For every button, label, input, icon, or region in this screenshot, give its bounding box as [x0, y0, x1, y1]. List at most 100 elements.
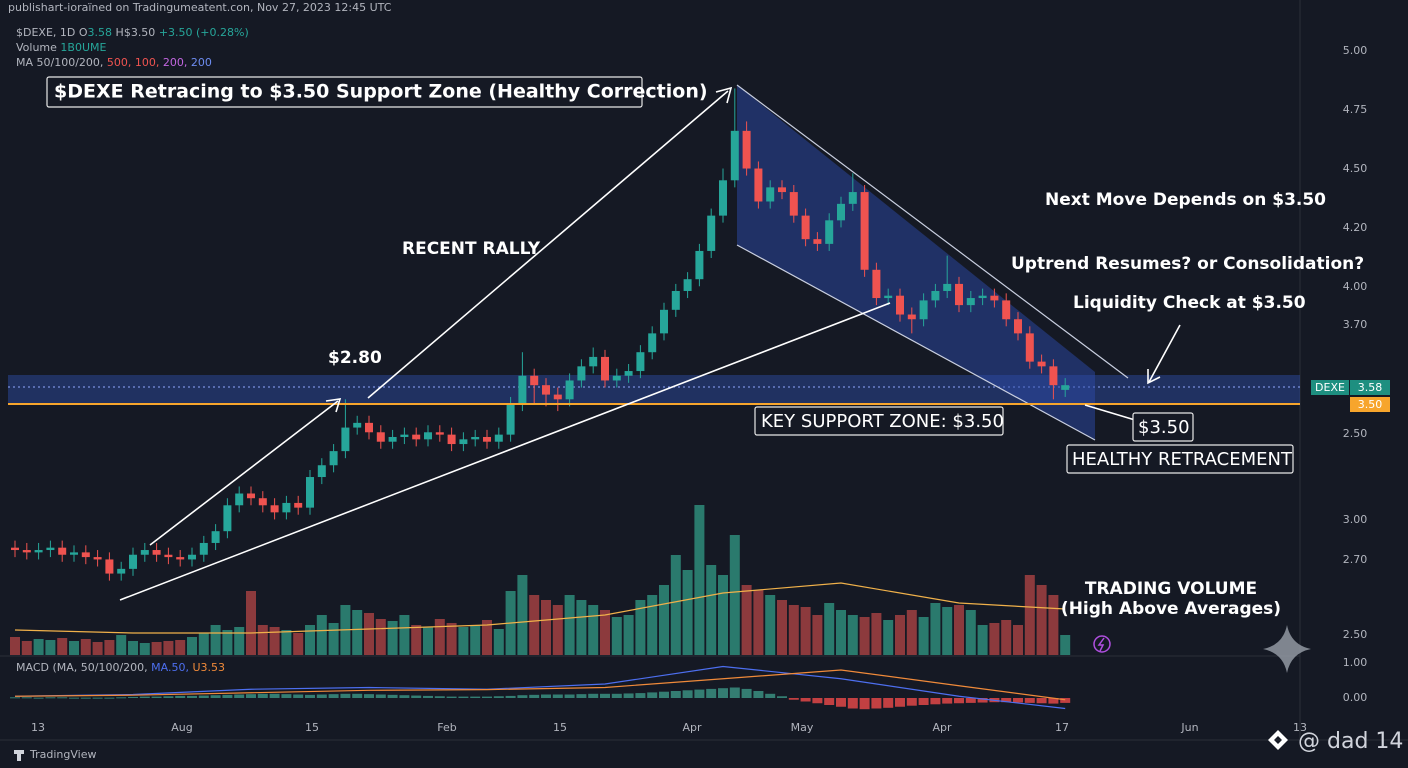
macd-hist	[222, 694, 233, 698]
macd-hist	[729, 687, 740, 698]
macd	[10, 665, 1071, 710]
macd-hist	[529, 694, 540, 698]
volume-bar	[930, 603, 941, 655]
candle-body	[671, 290, 680, 310]
annotation: Next Move Depends on $3.50	[1045, 190, 1326, 210]
volume-bar	[670, 555, 681, 655]
macd-hist	[517, 695, 528, 698]
candle-body	[919, 300, 928, 320]
volume-bar	[977, 625, 988, 655]
watermark-logo	[1268, 730, 1288, 750]
macd-hist	[859, 698, 870, 710]
macd-hist	[647, 692, 658, 698]
time-axis-label: 15	[305, 721, 319, 734]
alert-icon[interactable]	[1093, 635, 1111, 653]
candle-body	[955, 283, 963, 306]
candle-body	[483, 436, 491, 442]
macd-hist	[210, 695, 221, 698]
candle-body	[707, 215, 716, 251]
candle-body	[152, 550, 161, 555]
macd-hist	[635, 693, 646, 698]
candle-body	[530, 375, 539, 386]
macd-hist	[1048, 698, 1059, 704]
volume-bar	[364, 613, 374, 655]
macd-hist	[92, 697, 103, 699]
candle-body	[730, 130, 739, 181]
volume-bar	[281, 630, 292, 655]
title-box	[46, 76, 643, 108]
macd-line	[14, 669, 1066, 701]
volume-bar	[588, 605, 599, 655]
price-axis-label: 2.50	[1343, 628, 1368, 641]
volume-bar	[116, 635, 127, 655]
candle-body	[70, 552, 78, 555]
chart-title: $DEXE Retracing to $3.50 Support Zone (H…	[54, 81, 708, 103]
legend-o-value: 3.58	[88, 26, 113, 39]
annotation: $3.50	[1138, 417, 1190, 438]
legend-ma-value: 200,	[163, 56, 188, 69]
macd-value: MA.50,	[151, 661, 189, 674]
volume-bar	[57, 638, 68, 655]
healthy-box	[1066, 444, 1294, 474]
macd-hist	[541, 694, 551, 698]
volume-bar	[80, 639, 91, 655]
macd-hist	[257, 693, 268, 698]
volume-bar	[529, 595, 540, 655]
volume-bar	[1024, 575, 1035, 655]
candle-body	[388, 436, 397, 442]
volume-bar	[859, 617, 870, 655]
macd-hist	[942, 698, 953, 704]
candle-body	[553, 394, 562, 400]
volume-bar	[269, 627, 280, 655]
macd-hist	[1060, 698, 1071, 703]
macd-hist	[434, 696, 445, 698]
legend-volume: Volume	[16, 41, 57, 54]
time-axis-label: Feb	[437, 721, 456, 734]
candle-body	[270, 505, 279, 513]
volume-bar	[375, 619, 386, 655]
annotation: $2.80	[328, 348, 382, 368]
macd-hist	[458, 696, 469, 698]
macd-value: U3.53	[192, 661, 225, 674]
price-axis-label: 1.00	[1343, 656, 1368, 669]
candle-body	[365, 422, 373, 433]
price-axis-label: 0.00	[1343, 691, 1368, 704]
candle-body	[612, 375, 621, 381]
legend-change: +3.50 (+0.28%)	[159, 26, 249, 39]
candle-body	[199, 542, 208, 555]
symbol-tag-text: DEXE	[1315, 381, 1345, 394]
time-axis-label: 17	[1055, 721, 1069, 734]
brand-logo	[14, 750, 24, 761]
volume-bar	[906, 610, 917, 655]
volume-bar	[399, 615, 410, 655]
arrow-head	[325, 398, 342, 413]
candle-body	[683, 279, 692, 291]
volume-bar	[836, 610, 846, 655]
macd-hist	[246, 694, 256, 698]
candle-body	[223, 505, 232, 532]
volume-bar	[895, 615, 905, 655]
candle-body	[105, 559, 114, 574]
candle-body	[117, 568, 126, 574]
volume	[10, 505, 1071, 655]
candle-body	[188, 554, 196, 560]
volume-bar	[175, 640, 186, 655]
volume-bar	[741, 585, 752, 655]
legend-o: O	[79, 26, 88, 39]
price-axis-label: 4.00	[1343, 280, 1368, 293]
volume-bar	[198, 633, 209, 655]
channel-bottom	[736, 244, 1096, 441]
rally-arrow-2	[367, 90, 729, 399]
macd-hist	[281, 694, 292, 698]
legend-ma: MA 50/100/200,	[16, 56, 103, 69]
candle-body	[860, 192, 869, 270]
volume-bar	[92, 642, 103, 655]
macd-hist	[836, 698, 846, 707]
volume-bar	[1013, 625, 1023, 655]
candle-body	[447, 434, 456, 445]
candle-body	[247, 493, 255, 499]
candle-body	[329, 451, 338, 466]
macd-hist	[611, 693, 622, 698]
volume-bar	[694, 505, 705, 655]
candle-body	[943, 283, 952, 291]
